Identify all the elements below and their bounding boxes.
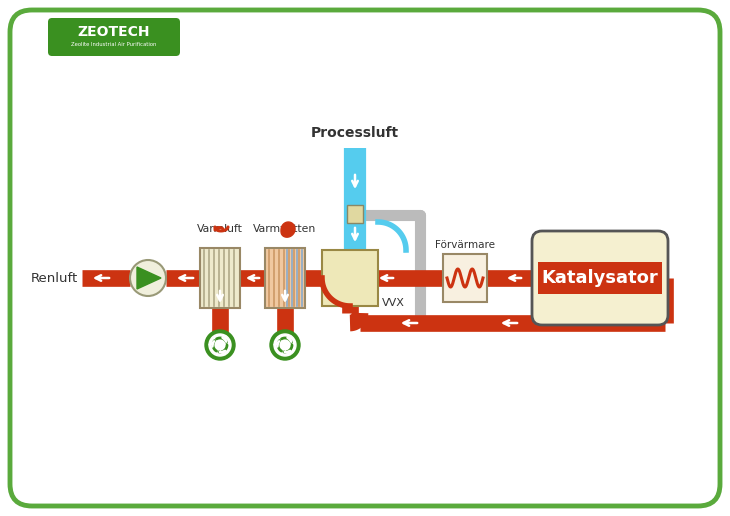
Text: $: $	[282, 341, 288, 351]
Text: Processluft: Processluft	[311, 126, 399, 140]
FancyBboxPatch shape	[200, 248, 240, 308]
FancyBboxPatch shape	[48, 18, 180, 56]
Text: VVX: VVX	[382, 298, 405, 308]
Text: Renluft: Renluft	[31, 271, 78, 284]
Circle shape	[130, 260, 166, 296]
FancyBboxPatch shape	[347, 205, 363, 223]
Circle shape	[205, 330, 235, 360]
FancyBboxPatch shape	[322, 250, 378, 306]
Text: $: $	[217, 341, 223, 351]
Text: ZEOTECH: ZEOTECH	[78, 25, 150, 39]
Text: Varmluft: Varmluft	[197, 224, 243, 234]
FancyBboxPatch shape	[532, 231, 668, 325]
Text: Förvärmare: Förvärmare	[435, 240, 495, 250]
Circle shape	[270, 330, 300, 360]
Circle shape	[209, 334, 231, 356]
Text: Varmvatten: Varmvatten	[253, 224, 317, 234]
Bar	[538, 262, 662, 294]
FancyBboxPatch shape	[265, 248, 305, 308]
Polygon shape	[281, 222, 295, 237]
FancyBboxPatch shape	[443, 254, 487, 302]
Text: Katalysator: Katalysator	[542, 269, 658, 287]
Text: Zeolite Industrial Air Purification: Zeolite Industrial Air Purification	[72, 41, 157, 46]
Polygon shape	[137, 267, 161, 289]
Circle shape	[274, 334, 296, 356]
